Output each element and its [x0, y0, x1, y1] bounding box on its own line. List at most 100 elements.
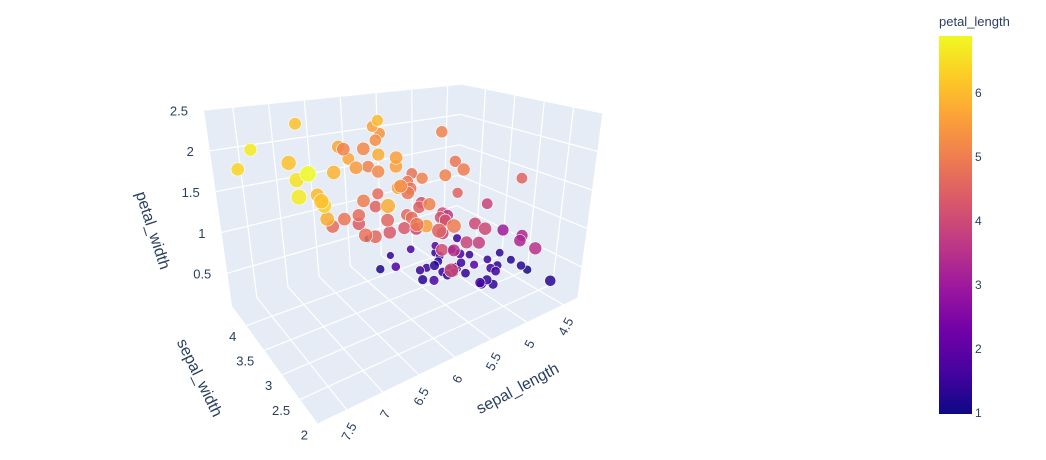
data-point[interactable] — [313, 193, 330, 210]
data-point[interactable] — [516, 260, 526, 271]
z-tick-label: 2 — [187, 144, 194, 159]
data-point[interactable] — [356, 193, 371, 208]
x-tick-label: 5.5 — [482, 350, 504, 373]
data-point[interactable] — [456, 257, 466, 268]
data-point[interactable] — [447, 243, 461, 257]
data-point[interactable] — [358, 227, 374, 243]
data-point[interactable] — [481, 197, 494, 210]
data-point[interactable] — [389, 150, 404, 165]
data-point[interactable] — [478, 221, 492, 236]
data-point[interactable] — [474, 277, 486, 288]
z-axis-title: petal_width — [132, 189, 173, 271]
x-tick-label: 7 — [377, 407, 394, 420]
data-point[interactable] — [351, 208, 366, 223]
data-point[interactable] — [415, 171, 429, 185]
data-point[interactable] — [435, 125, 449, 139]
y-tick-label: 4 — [229, 329, 236, 344]
y-axis-title: sepal_width — [173, 336, 225, 419]
data-point[interactable] — [230, 162, 245, 177]
data-point[interactable] — [369, 200, 382, 213]
data-point[interactable] — [513, 234, 527, 247]
gridline-z-right-wall — [461, 83, 604, 114]
gridline-y-floor — [317, 297, 579, 425]
data-point[interactable] — [371, 164, 386, 179]
data-point[interactable] — [422, 197, 437, 211]
data-point[interactable] — [472, 236, 486, 250]
colorbar-tick-label: 5 — [975, 150, 982, 164]
data-point[interactable] — [406, 244, 416, 254]
z-tick-label: 0.5 — [193, 267, 211, 282]
data-point[interactable] — [386, 251, 395, 260]
data-point[interactable] — [336, 142, 351, 157]
data-point[interactable] — [371, 187, 384, 201]
data-point[interactable] — [469, 260, 479, 270]
data-point[interactable] — [482, 254, 492, 264]
data-point[interactable] — [356, 141, 371, 156]
data-point[interactable] — [288, 117, 302, 131]
data-point[interactable] — [495, 248, 505, 258]
x-tick-label: 4.5 — [555, 315, 577, 338]
data-point[interactable] — [456, 162, 471, 177]
data-point[interactable] — [280, 154, 297, 171]
data-point[interactable] — [506, 255, 516, 265]
data-point[interactable] — [326, 164, 342, 180]
gridline-z-left-wall — [203, 83, 463, 111]
data-point[interactable] — [409, 217, 425, 232]
colorbar-ticks: 1 2 3 4 5 6 — [975, 86, 982, 420]
data-point[interactable] — [290, 188, 308, 206]
gridline-z-left-wall — [227, 205, 458, 274]
data-point[interactable] — [429, 260, 440, 271]
data-point[interactable] — [415, 265, 425, 276]
colorbar-tick-label: 6 — [975, 86, 982, 100]
data-point[interactable] — [464, 250, 474, 260]
y-tick-label: 2.5 — [272, 403, 290, 418]
gridline-z-left-wall — [221, 174, 459, 234]
colorbar: petal_length 1 2 3 4 5 6 — [939, 14, 1010, 420]
z-tick-label: 1 — [198, 226, 205, 241]
data-point[interactable] — [380, 213, 395, 228]
colorbar-tick-label: 4 — [975, 214, 982, 228]
data-point[interactable] — [417, 274, 428, 285]
colorbar-tick-label: 3 — [975, 278, 982, 292]
data-point[interactable] — [460, 268, 471, 279]
data-point[interactable] — [371, 147, 386, 162]
data-point[interactable] — [515, 172, 528, 185]
gridline-z-right-wall — [458, 174, 588, 230]
data-point[interactable] — [438, 168, 452, 182]
z-tick-label: 1.5 — [182, 185, 200, 200]
data-point[interactable] — [348, 160, 364, 175]
data-point[interactable] — [428, 275, 440, 286]
data-point[interactable] — [459, 235, 474, 250]
x-tick-label: 7.5 — [338, 420, 360, 443]
z-tick-label: 2.5 — [170, 103, 188, 118]
data-points — [230, 114, 557, 290]
gridline-z-right-wall — [459, 144, 593, 191]
data-point[interactable] — [446, 218, 462, 234]
data-point[interactable] — [528, 241, 543, 256]
data-point[interactable] — [431, 223, 447, 239]
data-point[interactable] — [375, 264, 386, 275]
data-point[interactable] — [368, 133, 382, 147]
data-point[interactable] — [443, 262, 459, 278]
data-point[interactable] — [435, 243, 449, 257]
data-point[interactable] — [490, 266, 501, 277]
data-point[interactable] — [451, 187, 464, 199]
data-point[interactable] — [337, 212, 352, 227]
data-point[interactable] — [319, 211, 335, 227]
data-point[interactable] — [382, 225, 397, 240]
data-point[interactable] — [544, 274, 557, 287]
data-point[interactable] — [299, 165, 317, 183]
data-point[interactable] — [380, 198, 396, 214]
data-point[interactable] — [393, 179, 408, 194]
y-tick-label: 3.5 — [236, 354, 254, 369]
data-point[interactable] — [496, 223, 510, 237]
data-point[interactable] — [371, 114, 384, 127]
data-point[interactable] — [448, 155, 462, 168]
data-point[interactable] — [390, 261, 401, 272]
back-wall-left — [204, 84, 462, 306]
data-point[interactable] — [243, 142, 258, 157]
data-point[interactable] — [397, 221, 411, 235]
back-wall-right — [456, 84, 603, 298]
